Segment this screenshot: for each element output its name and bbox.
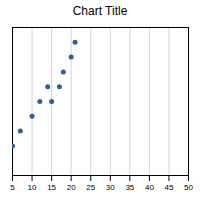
svg-text:30: 30: [106, 183, 115, 192]
svg-text:35: 35: [125, 183, 134, 192]
svg-text:45: 45: [164, 183, 173, 192]
svg-text:5: 5: [10, 183, 15, 192]
svg-text:10: 10: [28, 183, 37, 192]
svg-text:40: 40: [145, 183, 154, 192]
svg-text:50: 50: [184, 183, 193, 192]
svg-text:25: 25: [86, 183, 95, 192]
html-text:Chart Title: Chart Title: [72, 4, 128, 18]
svg-text:15: 15: [47, 183, 56, 192]
svg-text:20: 20: [67, 183, 76, 192]
